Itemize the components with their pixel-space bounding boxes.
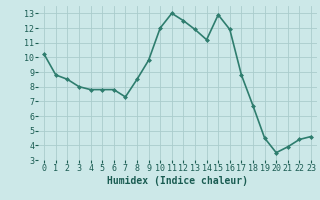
X-axis label: Humidex (Indice chaleur): Humidex (Indice chaleur)	[107, 176, 248, 186]
